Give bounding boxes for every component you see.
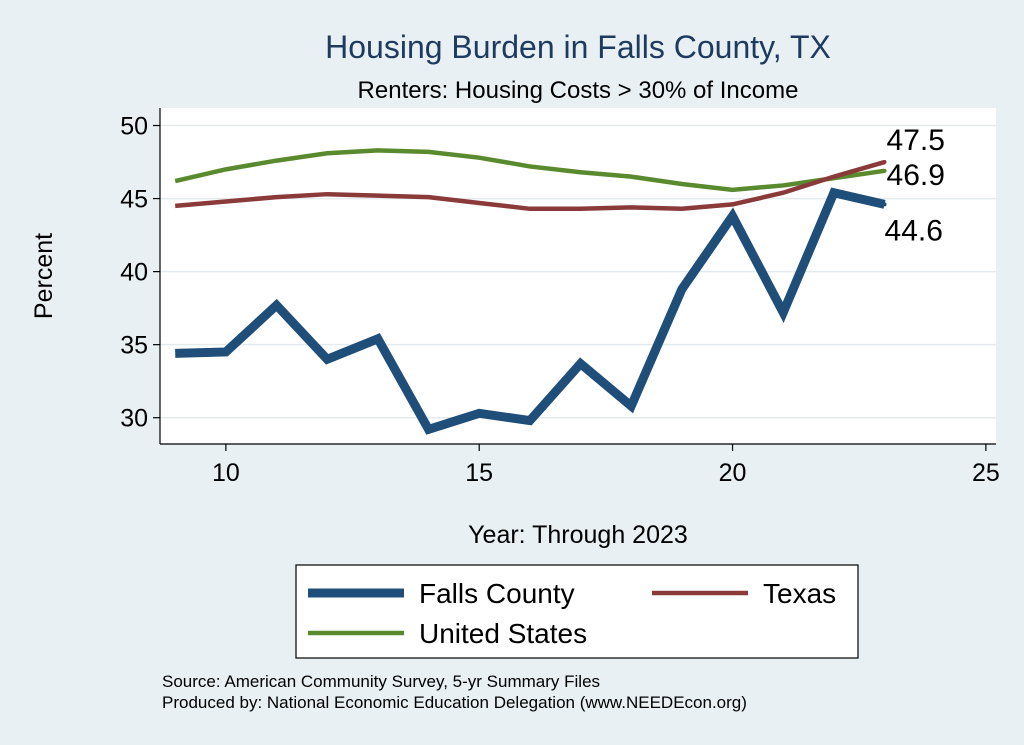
- y-tick-label: 35: [120, 332, 148, 360]
- series-line-texas: [175, 159, 886, 212]
- legend-label-united-states: United States: [419, 618, 587, 649]
- produced-by-note: Produced by: National Economic Education…: [162, 693, 747, 712]
- end-point-united-states: [882, 168, 887, 173]
- grid-layer: [160, 124, 996, 419]
- x-axis-label: Year: Through 2023: [468, 521, 688, 549]
- y-tick-label: 50: [120, 113, 148, 141]
- end-label-layer: 44.6 47.546.9: [882, 124, 945, 247]
- x-tick-label: 25: [972, 459, 1000, 487]
- end-label-falls-county: 44.6: [885, 214, 943, 247]
- source-note: Source: American Community Survey, 5-yr …: [162, 672, 600, 691]
- y-axis-label: Percent: [30, 233, 58, 319]
- series-layer: [174, 148, 886, 435]
- axis-layer: 30 35 40 45 50 10 15 20 25: [120, 108, 1000, 487]
- end-label-united-states: 46.9: [887, 159, 945, 192]
- end-point-texas: [882, 160, 887, 165]
- legend-label-texas: Texas: [763, 578, 836, 609]
- chart-title: Housing Burden in Falls County, TX: [325, 29, 831, 65]
- series-line-united-states: [174, 148, 885, 193]
- end-label-texas: 47.5: [887, 124, 945, 157]
- legend-label-falls-county: Falls County: [419, 578, 575, 609]
- y-tick-label: 45: [120, 186, 148, 214]
- x-tick-label: 20: [719, 459, 747, 487]
- legend: Falls County Texas United States: [295, 564, 859, 659]
- x-tick-label: 10: [212, 459, 240, 487]
- series-line-falls-county: [175, 187, 886, 435]
- plot-area: [160, 108, 996, 444]
- end-point-falls-county: [882, 202, 887, 207]
- chart-subtitle: Renters: Housing Costs > 30% of Income: [358, 77, 799, 104]
- legend-box: [295, 564, 859, 659]
- x-tick-label: 15: [465, 459, 493, 487]
- y-tick-label: 30: [120, 405, 148, 433]
- y-tick-label: 40: [120, 259, 148, 287]
